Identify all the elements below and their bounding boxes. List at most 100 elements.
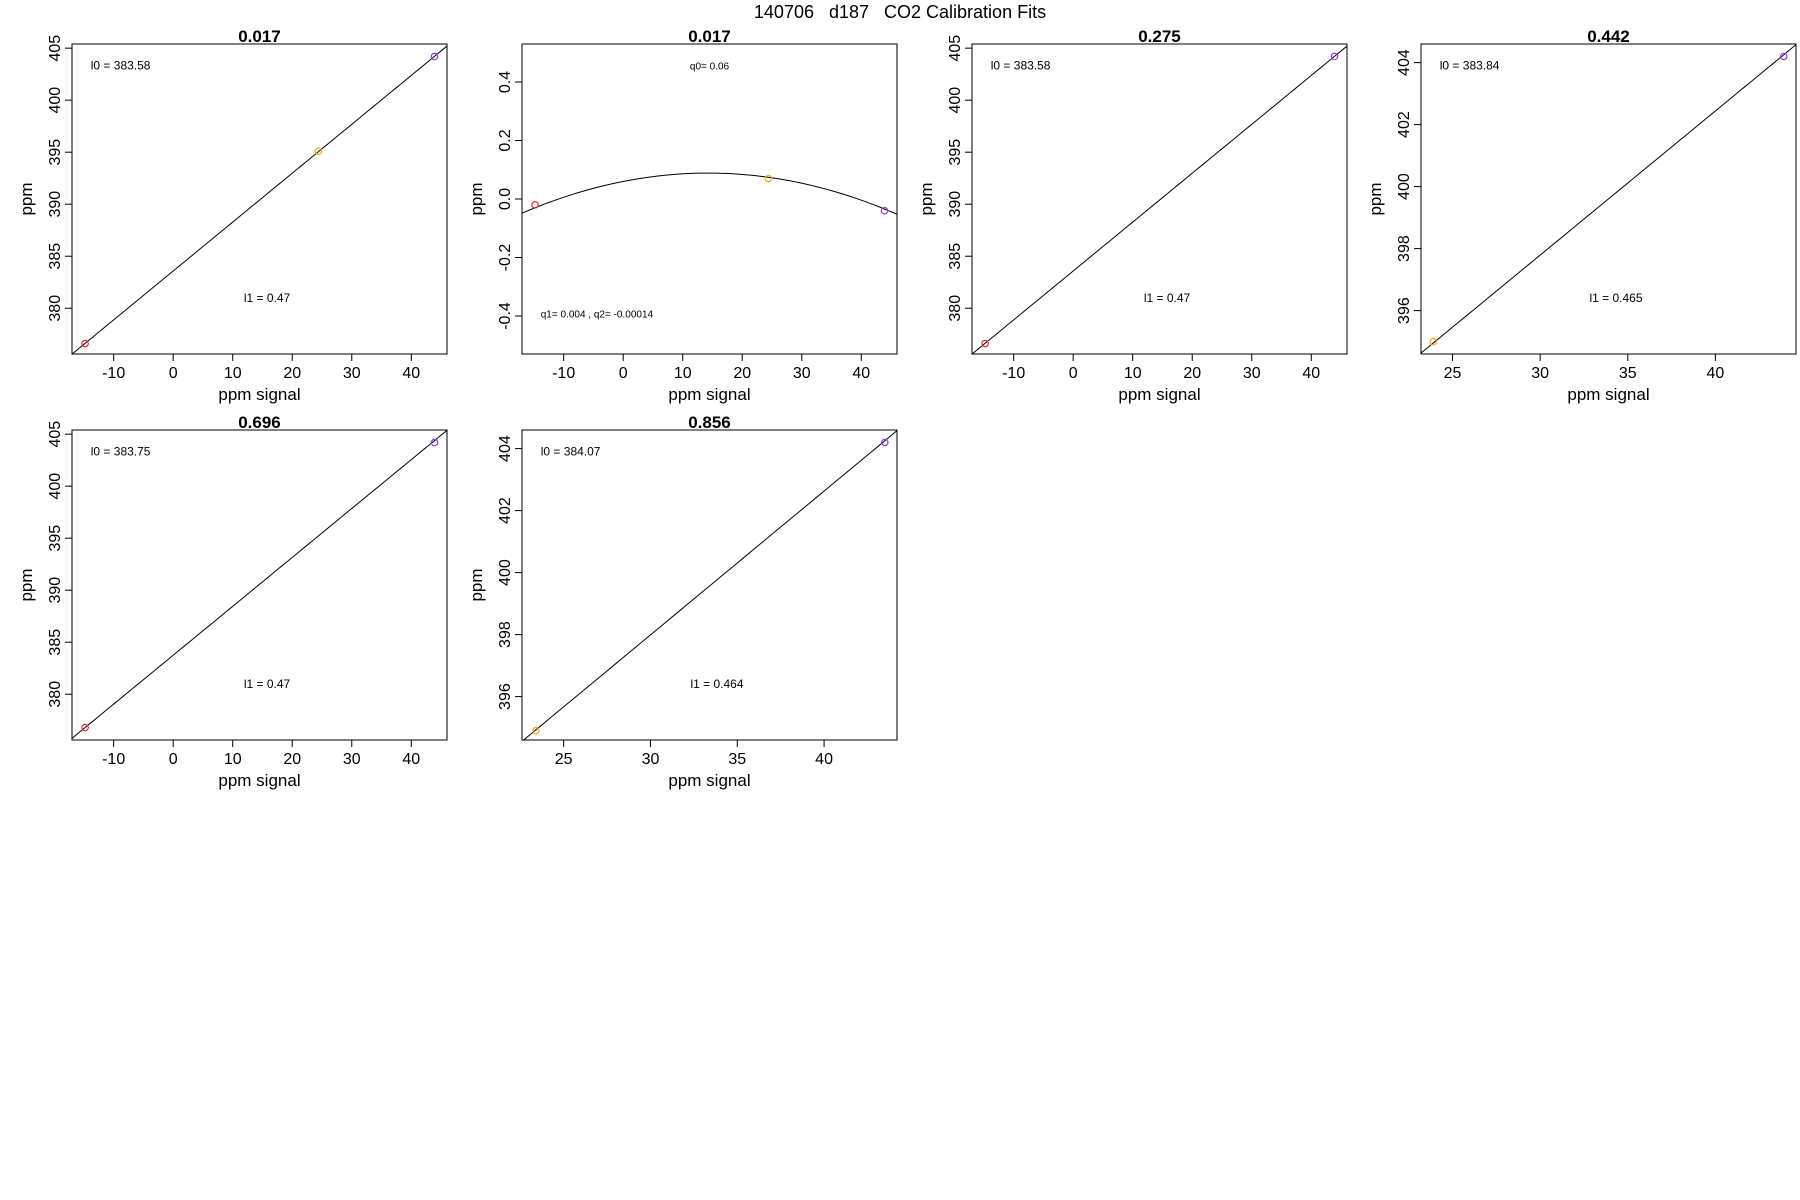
y-tick-label: 0.0 bbox=[497, 188, 514, 210]
page-title: 140706 d187 CO2 Calibration Fits bbox=[753, 2, 1047, 22]
x-tick-label: 20 bbox=[1183, 365, 1201, 382]
fit-annotation-l1: l1 = 0.47 bbox=[244, 677, 291, 691]
chart-panel-6: 0.856 25 30 35 40 396 398 400 402 404 ppm signal pp… bbox=[467, 413, 898, 790]
y-tick-label: 405 bbox=[47, 421, 64, 448]
fit-annotation-l1: l1 = 0.464 bbox=[690, 677, 743, 691]
y-tick-label: 395 bbox=[47, 139, 64, 166]
x-tick-label: 40 bbox=[402, 365, 420, 382]
chart-panel-5: 0.696 -10 0 10 20 30 40 380 385 390 395 400 405 ppm s… bbox=[17, 413, 448, 790]
x-tick-label: 30 bbox=[1531, 365, 1549, 382]
y-tick-label: 405 bbox=[947, 35, 964, 62]
x-tick-label: 10 bbox=[674, 365, 692, 382]
fit-annotation-q0: q0= 0.06 bbox=[690, 62, 730, 73]
y-tick-label: 380 bbox=[47, 681, 64, 708]
x-tick-label: 10 bbox=[224, 751, 242, 768]
x-tick-label: 25 bbox=[1444, 365, 1462, 382]
y-axis-label: ppm bbox=[17, 182, 36, 215]
fit-annotation-l0: l0 = 383.58 bbox=[991, 59, 1051, 73]
chart-title: 0.275 bbox=[1138, 27, 1181, 46]
data-point bbox=[1429, 337, 1438, 346]
fit-line bbox=[1421, 44, 1796, 354]
data-point bbox=[880, 206, 889, 215]
y-axis-label: ppm bbox=[1366, 182, 1385, 215]
y-tick-label: 402 bbox=[1396, 111, 1413, 138]
x-tick-label: -10 bbox=[1002, 365, 1025, 382]
x-axis-label: ppm signal bbox=[1118, 385, 1200, 404]
y-tick-label: 0.2 bbox=[497, 129, 514, 151]
x-tick-label: 30 bbox=[343, 365, 361, 382]
plot-frame bbox=[521, 429, 898, 741]
y-tick-label: -0.4 bbox=[497, 302, 514, 330]
data-point bbox=[314, 147, 323, 155]
x-tick-label: 35 bbox=[728, 751, 746, 768]
y-axis-label: ppm bbox=[467, 182, 486, 215]
chart-title: 0.856 bbox=[688, 413, 731, 432]
data-point bbox=[430, 438, 439, 447]
x-tick-label: 0 bbox=[619, 365, 628, 382]
y-tick-label: 380 bbox=[947, 295, 964, 322]
data-point bbox=[430, 52, 439, 61]
data-point bbox=[532, 726, 540, 735]
x-tick-label: 40 bbox=[815, 751, 833, 768]
chart-title: 0.017 bbox=[238, 27, 281, 46]
x-axis-label: ppm signal bbox=[668, 771, 750, 790]
x-tick-label: 40 bbox=[1706, 365, 1724, 382]
fit-line bbox=[972, 45, 1347, 354]
chart-panel-2: 0.017 -10 0 10 20 30 40 -0.4 -0.2 0.0 0.2 0.4 ppm si… bbox=[467, 27, 898, 404]
y-tick-label: 385 bbox=[47, 243, 64, 270]
y-tick-label: 385 bbox=[47, 629, 64, 656]
fit-annotation-q12: q1= 0.004 , q2= -0.00014 bbox=[541, 310, 654, 321]
fit-line bbox=[522, 172, 897, 215]
y-tick-label: 404 bbox=[497, 435, 514, 462]
x-tick-label: -10 bbox=[552, 365, 575, 382]
x-tick-label: 30 bbox=[343, 751, 361, 768]
fit-annotation-l0: l0 = 384.07 bbox=[541, 445, 601, 459]
x-tick-label: 25 bbox=[555, 751, 573, 768]
fit-annotation-l1: l1 = 0.465 bbox=[1589, 291, 1642, 305]
x-tick-label: 30 bbox=[642, 751, 660, 768]
data-point bbox=[1779, 52, 1788, 61]
x-tick-label: 20 bbox=[283, 751, 301, 768]
x-axis-label: ppm signal bbox=[218, 771, 300, 790]
chart-panel-1: 0.017 -10 0 10 20 30 40 380 385 390 395 400 405 ppm s… bbox=[17, 27, 448, 404]
y-tick-label: 390 bbox=[947, 191, 964, 218]
fit-annotation-l1: l1 = 0.47 bbox=[244, 291, 291, 305]
x-axis-label: ppm signal bbox=[1567, 385, 1649, 404]
data-point bbox=[981, 339, 989, 348]
y-axis-label: ppm bbox=[467, 568, 486, 601]
chart-panel-3: 0.275 -10 0 10 20 30 40 380 385 390 395 400 405 ppm s… bbox=[917, 27, 1348, 404]
fit-annotation-l0: l0 = 383.84 bbox=[1440, 59, 1500, 73]
y-tick-label: 385 bbox=[947, 243, 964, 270]
y-tick-label: 0.4 bbox=[497, 71, 514, 93]
x-tick-label: 0 bbox=[169, 365, 178, 382]
x-tick-label: 0 bbox=[1069, 365, 1078, 382]
x-tick-label: 30 bbox=[1243, 365, 1261, 382]
plot-frame bbox=[521, 43, 898, 355]
y-tick-label: 390 bbox=[47, 191, 64, 218]
x-tick-label: 10 bbox=[1124, 365, 1142, 382]
y-tick-label: 402 bbox=[497, 497, 514, 524]
x-tick-label: -10 bbox=[102, 365, 125, 382]
y-tick-label: 396 bbox=[1396, 297, 1413, 324]
y-tick-label: 400 bbox=[47, 87, 64, 114]
data-point bbox=[81, 723, 89, 732]
x-axis-label: ppm signal bbox=[218, 385, 300, 404]
data-point bbox=[1330, 52, 1339, 61]
chart-title: 0.696 bbox=[238, 413, 281, 432]
y-tick-label: 395 bbox=[947, 139, 964, 166]
fit-annotation-l0: l0 = 383.75 bbox=[91, 445, 151, 459]
x-tick-label: 20 bbox=[283, 365, 301, 382]
x-tick-label: 40 bbox=[402, 751, 420, 768]
data-point bbox=[881, 438, 889, 447]
y-tick-label: 400 bbox=[497, 559, 514, 586]
data-point bbox=[531, 201, 539, 209]
y-tick-label: 396 bbox=[497, 683, 514, 710]
x-tick-label: -10 bbox=[102, 751, 125, 768]
y-tick-label: 398 bbox=[497, 621, 514, 648]
data-point bbox=[81, 339, 89, 348]
chart-title: 0.442 bbox=[1587, 27, 1630, 46]
y-axis-label: ppm bbox=[17, 568, 36, 601]
x-tick-label: 30 bbox=[793, 365, 811, 382]
data-point bbox=[764, 174, 773, 183]
